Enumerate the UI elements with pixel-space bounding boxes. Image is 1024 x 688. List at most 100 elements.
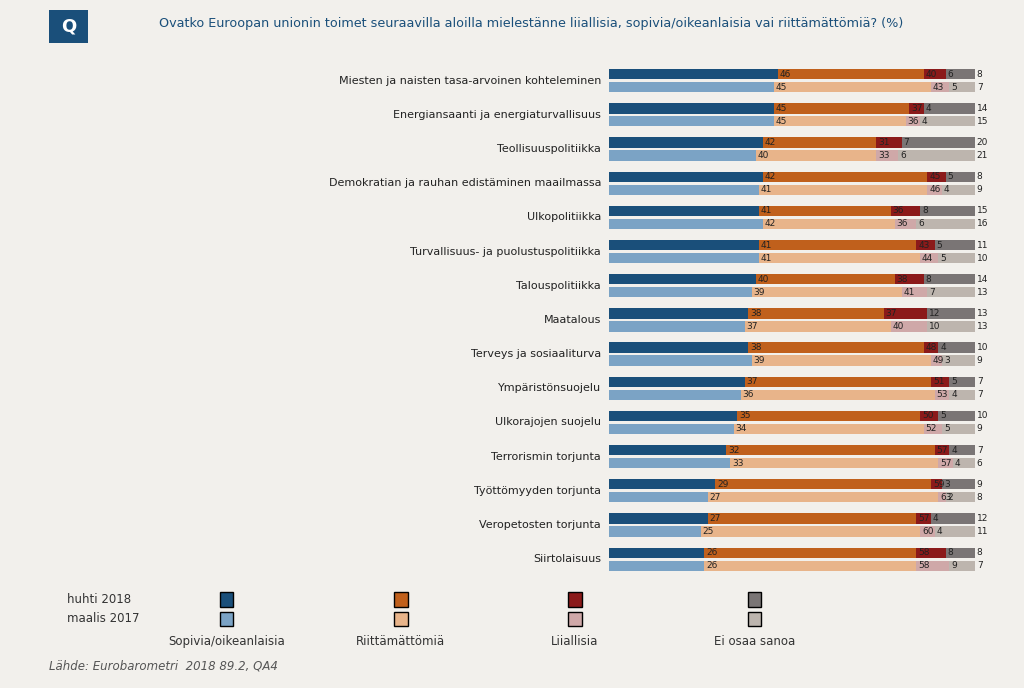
Bar — [949, 561, 975, 571]
Text: 45: 45 — [776, 117, 787, 126]
Bar — [774, 82, 931, 92]
Bar — [902, 138, 975, 148]
Bar — [609, 376, 744, 387]
Bar — [891, 321, 928, 332]
Text: 44: 44 — [922, 254, 933, 263]
Bar — [931, 513, 975, 524]
Text: 53: 53 — [937, 390, 948, 399]
Text: 14: 14 — [977, 275, 988, 283]
Bar — [609, 526, 700, 537]
Bar — [938, 458, 953, 469]
Text: 42: 42 — [765, 172, 776, 181]
Text: 36: 36 — [907, 117, 919, 126]
Bar — [928, 287, 975, 297]
Bar — [916, 548, 946, 558]
Text: Siirtolaisuus: Siirtolaisuus — [534, 554, 601, 564]
Text: 8: 8 — [977, 548, 983, 557]
Text: 42: 42 — [765, 138, 776, 147]
Text: 12: 12 — [930, 309, 941, 318]
Text: 46: 46 — [779, 69, 791, 78]
Bar — [774, 103, 909, 114]
Text: 11: 11 — [977, 241, 988, 250]
Bar — [946, 69, 975, 79]
Text: 8: 8 — [977, 172, 983, 181]
Bar — [924, 343, 938, 353]
Text: 4: 4 — [944, 185, 949, 194]
Bar — [733, 424, 924, 434]
Text: 46: 46 — [930, 185, 941, 194]
Text: Ympäristönsuojelu: Ympäristönsuojelu — [498, 383, 601, 394]
Bar — [928, 308, 975, 319]
Text: Terveys ja sosiaaliturva: Terveys ja sosiaaliturva — [471, 349, 601, 359]
Text: 42: 42 — [765, 219, 776, 228]
Text: Lähde: Eurobarometri  2018 89.2, QA4: Lähde: Eurobarometri 2018 89.2, QA4 — [49, 660, 279, 673]
Bar — [609, 103, 774, 114]
Text: 13: 13 — [977, 322, 988, 331]
Text: 4: 4 — [922, 117, 928, 126]
Text: 57: 57 — [940, 459, 951, 468]
Bar — [935, 445, 949, 455]
Text: 7: 7 — [977, 446, 983, 455]
Bar — [756, 151, 877, 161]
Text: 9: 9 — [977, 356, 983, 365]
Text: 10: 10 — [977, 254, 988, 263]
Bar — [774, 116, 905, 127]
Text: 37: 37 — [886, 309, 897, 318]
Bar — [609, 206, 759, 216]
Text: 41: 41 — [904, 288, 915, 297]
Text: 21: 21 — [977, 151, 988, 160]
Text: 9: 9 — [977, 424, 983, 433]
Text: 57: 57 — [937, 446, 948, 455]
Text: 5: 5 — [940, 411, 946, 420]
Text: 5: 5 — [951, 377, 957, 386]
Bar — [609, 240, 759, 250]
Bar — [777, 69, 924, 79]
Bar — [909, 103, 924, 114]
Bar — [942, 424, 975, 434]
Text: 51: 51 — [933, 377, 944, 386]
Text: 5: 5 — [947, 172, 953, 181]
Text: 7: 7 — [977, 561, 983, 570]
Bar — [609, 184, 759, 195]
Text: 58: 58 — [919, 561, 930, 570]
Text: 7: 7 — [977, 390, 983, 399]
Bar — [609, 274, 756, 284]
Text: 15: 15 — [977, 117, 988, 126]
Bar — [916, 513, 931, 524]
Text: Sopivia/oikeanlaisia: Sopivia/oikeanlaisia — [168, 635, 286, 648]
Bar — [942, 479, 975, 489]
Bar — [928, 184, 942, 195]
Text: 14: 14 — [977, 104, 988, 113]
Text: 35: 35 — [739, 411, 751, 420]
Bar — [938, 492, 946, 502]
Text: 29: 29 — [717, 480, 728, 488]
Text: 45: 45 — [776, 104, 787, 113]
Text: 49: 49 — [933, 356, 944, 365]
Bar — [921, 526, 935, 537]
Bar — [730, 458, 938, 469]
Text: 26: 26 — [707, 548, 718, 557]
Text: 9: 9 — [951, 561, 957, 570]
Bar — [916, 219, 975, 229]
Bar — [763, 138, 877, 148]
Bar — [921, 206, 975, 216]
Bar — [924, 274, 975, 284]
Text: Liiallisia: Liiallisia — [551, 635, 599, 648]
Bar — [705, 548, 916, 558]
Bar — [705, 561, 916, 571]
Bar — [609, 308, 749, 319]
Text: 8: 8 — [947, 548, 953, 557]
Bar — [708, 513, 916, 524]
Text: Veropetosten torjunta: Veropetosten torjunta — [479, 520, 601, 530]
Text: 8: 8 — [926, 275, 932, 283]
Bar — [942, 356, 975, 366]
Bar — [931, 376, 949, 387]
Text: 26: 26 — [707, 561, 718, 570]
Text: 31: 31 — [878, 138, 890, 147]
Bar — [931, 356, 942, 366]
Text: 7: 7 — [904, 138, 909, 147]
Bar — [752, 287, 902, 297]
Text: 7: 7 — [930, 288, 935, 297]
Text: Terrorismin torjunta: Terrorismin torjunta — [492, 451, 601, 462]
Bar — [609, 411, 737, 421]
